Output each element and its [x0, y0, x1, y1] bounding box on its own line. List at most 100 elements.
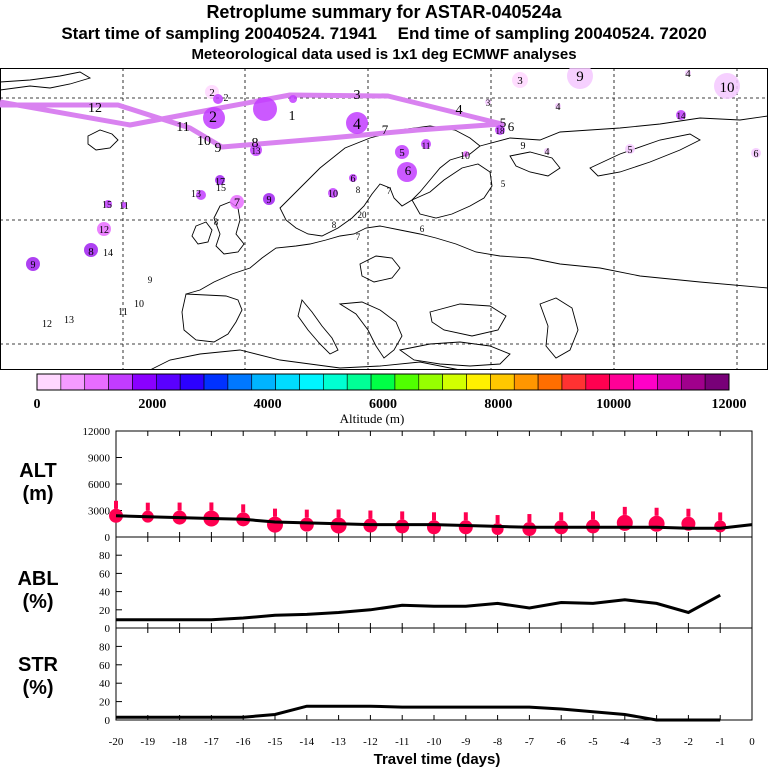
day-label: 9 [31, 260, 36, 271]
day-label: 11 [119, 201, 129, 212]
plume-cluster [495, 125, 505, 135]
day-label: 13 [64, 315, 74, 326]
alt-ytick-label: 12000 [83, 426, 111, 438]
alt-marker-bar [527, 514, 532, 523]
colorbar-ticks: 0 2000 4000 6000 8000 10000 12000 [34, 397, 747, 412]
x-tick-label: -4 [620, 736, 630, 748]
met-data-label: Meteorological data used is 1x1 deg ECMW… [191, 46, 577, 63]
abl-label-bottom: (%) [22, 591, 53, 613]
plume-cluster [121, 202, 127, 208]
alt-marker-bar [591, 511, 595, 520]
colorbar-boxes [36, 373, 730, 391]
sampling-times: Start time of sampling 20040524. 71941 E… [0, 24, 768, 44]
alt-marker-bar [622, 506, 627, 515]
alt-marker-bar [654, 507, 659, 516]
colorbar-tick-label: 0 [34, 397, 41, 412]
day-label: 5 [501, 179, 506, 189]
x-tick-label: -9 [461, 736, 471, 748]
alt-marker [458, 520, 473, 535]
str-ytick-label: 80 [99, 641, 111, 653]
day-label: 6 [754, 149, 759, 160]
day-label: 4 [545, 147, 550, 158]
day-label: 6 [420, 224, 425, 234]
str-line [116, 704, 721, 722]
alt-marker-bar [368, 510, 373, 519]
plume-clusters [26, 68, 761, 271]
plume-cluster [328, 188, 338, 198]
alt-marker-bar [209, 502, 214, 511]
str-ytick-label: 60 [99, 660, 111, 672]
day-label: 14 [103, 248, 113, 259]
altitude-colorbar: 0 2000 4000 6000 8000 10000 12000 Altitude (m) [34, 373, 747, 426]
day-label: 4 [556, 102, 561, 113]
alt-marker-bar [177, 502, 182, 511]
x-tick-label: -8 [493, 736, 503, 748]
plume-cluster [555, 103, 561, 109]
coastline-russia-north [479, 115, 768, 147]
alt-marker-bar [432, 512, 436, 521]
coastline-balkans [338, 301, 403, 359]
coastline-british-isles [213, 201, 245, 255]
day-label: 10 [720, 80, 735, 96]
alt-marker-bar [495, 515, 500, 524]
day-label: 6 [351, 174, 356, 185]
day-label: 17 [215, 177, 225, 188]
day-label: 3 [486, 98, 491, 108]
day-label: 12 [99, 225, 109, 236]
x-tick-label: -18 [172, 736, 187, 748]
plume-cluster [751, 148, 761, 158]
plume-cluster [289, 95, 297, 103]
day-label: 5 [628, 145, 633, 156]
plume-cluster [104, 200, 112, 208]
day-label: 15 [102, 200, 112, 211]
plume-cluster [685, 70, 691, 76]
abl-ytick-label: 40 [99, 587, 111, 599]
map-frame [0, 68, 768, 370]
map-gridlines [0, 68, 768, 370]
plume-cluster [26, 257, 40, 271]
colorbar-tick-label: 8000 [484, 397, 512, 412]
str-ytick-label: 0 [105, 715, 111, 727]
day-label: 7 [234, 195, 240, 209]
day-label: 4 [353, 116, 361, 133]
day-label: 9 [215, 141, 222, 156]
coastline-iceland [87, 129, 119, 151]
plume-cluster [676, 110, 686, 120]
day-label: 13 [191, 189, 201, 200]
x-tick-label: -5 [588, 736, 598, 748]
day-label: 9 [148, 275, 153, 285]
abl-ytick-label: 20 [99, 605, 111, 617]
alt-marker-bar [559, 512, 564, 521]
x-tick-label: -14 [299, 736, 314, 748]
day-label: 6 [508, 119, 515, 134]
plume-cluster [349, 174, 357, 182]
coastline-greenland [0, 71, 92, 91]
day-label: 12 [42, 319, 52, 330]
coastline-africa [149, 349, 461, 370]
day-label: 8 [214, 217, 219, 227]
plume-cluster [463, 151, 469, 157]
coastline-turkey [398, 341, 511, 367]
day-label: 15 [216, 183, 226, 194]
plume-cluster [397, 162, 417, 182]
day-label: 8 [252, 136, 259, 151]
colorbar-frame [36, 373, 730, 391]
plume-cluster [250, 144, 262, 156]
day-label: 2 [209, 109, 217, 126]
day-label: 5 [500, 115, 507, 130]
plume-cluster [253, 97, 277, 121]
alt-marker-bar [145, 502, 150, 511]
colorbar-tick-label: 10000 [596, 397, 631, 412]
day-label: 3 [354, 88, 361, 103]
day-label: 8 [356, 185, 361, 195]
alt-label-bottom: (m) [22, 483, 53, 505]
x-axis: -20 -19 -18 -17 -16 -15 -14 -13 -12 -11 -10 -9 -8 -7-… [109, 736, 756, 748]
str-ytick-label: 40 [99, 678, 111, 690]
plume-cluster [196, 190, 206, 200]
abl-ytick-label: 60 [99, 568, 111, 580]
alt-marker-bar [718, 512, 723, 521]
x-tick-label: -6 [557, 736, 567, 748]
coastline-white-sea [509, 151, 561, 177]
day-label: 4 [456, 103, 463, 118]
coastline-caspian [539, 297, 579, 359]
